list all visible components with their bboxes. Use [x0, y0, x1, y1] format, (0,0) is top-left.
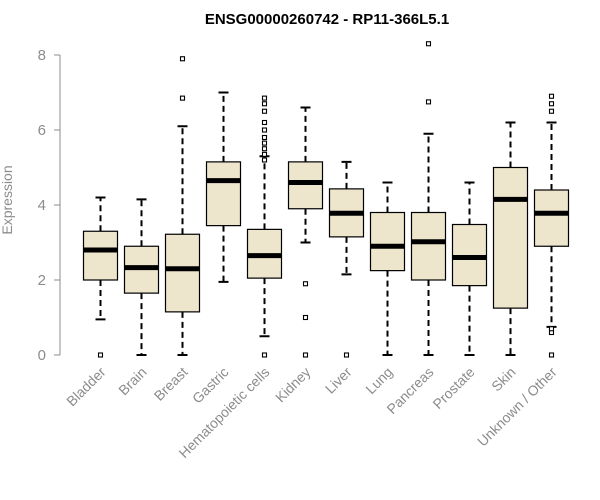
box-prostate: [451, 181, 488, 356]
box-iqr: [164, 233, 201, 313]
y-axis: 0 2 4 6 8: [38, 47, 61, 364]
outlier-point: [548, 108, 555, 114]
box-iqr: [205, 161, 242, 227]
x-tick-label: Skin: [488, 364, 519, 395]
y-tick-label: 4: [38, 197, 46, 214]
outlier-point: [548, 93, 555, 99]
x-tick-label: Brain: [115, 364, 149, 398]
outlier-point: [261, 157, 268, 163]
outlier-point: [425, 41, 432, 47]
x-tick-label: Lung: [362, 364, 395, 397]
y-tick-label: 2: [38, 272, 46, 289]
x-tick-label: Breast: [151, 364, 191, 404]
x-tick-label: Liver: [322, 364, 355, 397]
outlier-point: [179, 95, 186, 101]
outlier-point: [548, 326, 555, 332]
box-iqr: [533, 189, 570, 247]
box-iqr: [410, 211, 447, 281]
outlier-point: [261, 151, 268, 157]
outlier-point: [425, 99, 432, 105]
outlier-point: [302, 352, 309, 358]
box-iqr: [492, 166, 529, 309]
box-bladder: [82, 196, 119, 358]
x-tick-label: Prostate: [429, 364, 477, 412]
outlier-point: [179, 56, 186, 62]
box-breast: [164, 56, 201, 356]
box-kidney: [287, 106, 324, 358]
outlier-point: [343, 352, 350, 358]
outlier-point: [261, 127, 268, 133]
box-liver: [328, 160, 365, 358]
box-brain: [123, 198, 160, 356]
box-skin: [492, 121, 529, 356]
outlier-point: [261, 352, 268, 358]
y-tick-label: 6: [38, 122, 46, 139]
y-tick-label: 8: [38, 47, 46, 64]
outlier-point: [261, 119, 268, 126]
x-tick-label: Kidney: [272, 364, 314, 406]
boxes-group: [82, 41, 570, 358]
y-axis-label: Expression: [0, 165, 15, 234]
box-pancreas: [410, 41, 447, 356]
box-unknown-other: [533, 93, 570, 358]
outlier-point: [302, 281, 309, 287]
box-hematopoietic-cells: [246, 95, 283, 358]
y-tick-label: 0: [38, 347, 46, 364]
outlier-point: [302, 314, 309, 321]
x-tick-label: Bladder: [63, 364, 109, 410]
outlier-point: [261, 140, 268, 146]
outlier-point: [261, 134, 268, 141]
outlier-point: [261, 101, 268, 107]
outlier-point: [97, 352, 104, 358]
box-iqr: [369, 211, 406, 272]
box-iqr: [287, 161, 324, 210]
chart-title: ENSG00000260742 - RP11-366L5.1: [205, 11, 449, 28]
outlier-point: [548, 352, 555, 358]
box-iqr: [82, 230, 119, 281]
outlier-point: [548, 101, 555, 107]
outlier-point: [261, 146, 268, 152]
outlier-point: [261, 95, 268, 101]
outlier-point: [261, 108, 268, 114]
box-lung: [369, 181, 406, 356]
box-gastric: [205, 91, 242, 283]
